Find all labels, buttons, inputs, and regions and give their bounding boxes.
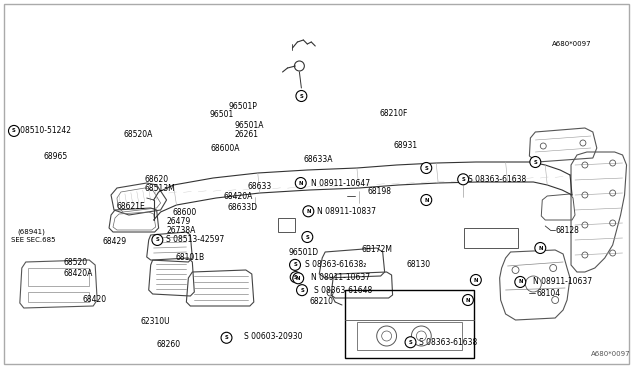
Text: S: S (156, 237, 159, 243)
Circle shape (289, 259, 301, 270)
Text: S 00603-20930: S 00603-20930 (244, 332, 303, 341)
Circle shape (296, 90, 307, 102)
Text: N: N (474, 278, 478, 282)
Text: 62310U: 62310U (140, 317, 170, 326)
Text: N: N (306, 209, 310, 214)
Text: S 08363-61648: S 08363-61648 (314, 286, 372, 295)
Text: 68621E: 68621E (116, 202, 145, 211)
Text: 68101B: 68101B (175, 253, 204, 262)
Text: (68941): (68941) (18, 228, 45, 235)
Text: 68260: 68260 (157, 340, 181, 349)
Text: N: N (518, 279, 522, 285)
Text: N 08911-10647: N 08911-10647 (311, 179, 370, 187)
Text: S: S (294, 275, 298, 280)
Text: S: S (300, 93, 303, 99)
Text: 68420A: 68420A (223, 192, 253, 201)
Circle shape (295, 177, 306, 189)
Text: A680*0097: A680*0097 (552, 41, 591, 47)
Text: S 08363-61638: S 08363-61638 (468, 175, 527, 184)
Text: 68420A: 68420A (63, 269, 93, 278)
Text: 68633: 68633 (248, 182, 272, 191)
Text: N 08911-10637: N 08911-10637 (311, 273, 370, 282)
Text: S 08363-61638: S 08363-61638 (419, 338, 477, 347)
Circle shape (470, 275, 481, 285)
Circle shape (303, 206, 314, 217)
Text: 68620: 68620 (145, 175, 169, 184)
Text: A680*0097: A680*0097 (591, 351, 630, 357)
Text: 68210F: 68210F (380, 109, 408, 118)
Text: S: S (12, 128, 16, 134)
Text: N 08911-10837: N 08911-10837 (317, 207, 376, 216)
Text: 68513M: 68513M (145, 185, 175, 193)
Circle shape (8, 125, 19, 137)
Circle shape (421, 195, 432, 205)
Circle shape (458, 174, 468, 185)
Text: 68600A: 68600A (211, 144, 240, 153)
Text: 68210: 68210 (310, 297, 333, 306)
Text: S: S (293, 262, 297, 267)
Text: 96501D: 96501D (289, 248, 319, 257)
Text: 96501A: 96501A (235, 121, 264, 130)
Text: S: S (300, 288, 304, 293)
Text: S: S (225, 335, 228, 340)
Text: SEE SEC.685: SEE SEC.685 (12, 237, 56, 243)
Text: 68931: 68931 (394, 141, 417, 150)
Circle shape (296, 285, 307, 296)
Text: 96501P: 96501P (228, 102, 257, 110)
Text: 26479: 26479 (166, 217, 191, 226)
Text: N: N (298, 180, 303, 186)
Text: S: S (305, 234, 309, 240)
Circle shape (290, 272, 301, 283)
Text: 68965: 68965 (43, 152, 67, 161)
Text: S: S (461, 177, 465, 182)
Text: N 08911-10637: N 08911-10637 (533, 278, 592, 286)
Circle shape (515, 276, 525, 288)
Text: 68520: 68520 (63, 258, 88, 267)
Text: S 08363-61638₂: S 08363-61638₂ (305, 260, 366, 269)
Text: N: N (296, 276, 300, 281)
Circle shape (530, 157, 541, 167)
Text: N: N (424, 198, 429, 202)
Circle shape (152, 234, 163, 246)
Circle shape (302, 231, 313, 243)
Text: 68600: 68600 (173, 208, 197, 217)
Circle shape (405, 337, 416, 348)
Text: 68198: 68198 (368, 187, 392, 196)
Text: N: N (538, 246, 543, 250)
Circle shape (221, 332, 232, 343)
Text: S: S (408, 340, 412, 345)
Text: 68429: 68429 (103, 237, 127, 246)
Circle shape (292, 273, 303, 284)
Text: 26261: 26261 (235, 130, 259, 139)
Text: S 08510-51242: S 08510-51242 (13, 126, 70, 135)
Text: N: N (466, 298, 470, 302)
Text: 96501: 96501 (209, 110, 234, 119)
Text: 68130: 68130 (406, 260, 430, 269)
Circle shape (463, 295, 474, 305)
Text: 68633A: 68633A (303, 155, 333, 164)
Circle shape (421, 163, 432, 173)
Text: 68128: 68128 (555, 226, 579, 235)
Text: 26738A: 26738A (166, 226, 196, 235)
Text: 68420: 68420 (83, 295, 107, 304)
Text: 68104: 68104 (536, 289, 560, 298)
Text: 6B172M: 6B172M (362, 246, 393, 254)
Text: 68633D: 68633D (227, 203, 257, 212)
Text: S 08513-42597: S 08513-42597 (166, 235, 225, 244)
Text: S: S (424, 166, 428, 170)
Text: S: S (534, 160, 537, 164)
Text: 68520A: 68520A (124, 130, 153, 139)
Circle shape (535, 243, 546, 253)
